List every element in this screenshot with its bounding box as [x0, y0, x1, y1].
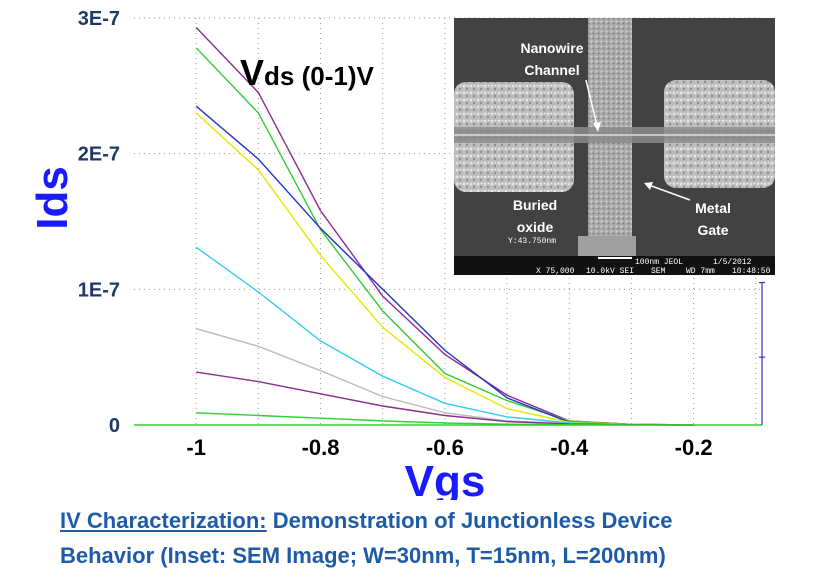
- inset-label-buried-oxide: Buried oxide: [513, 197, 557, 235]
- caption-line-2: Behavior (Inset: SEM Image; W=30nm, T=15…: [60, 543, 666, 568]
- vds-annotation-range: (0-1)V: [294, 61, 374, 91]
- x-tick-label: -0.4: [550, 435, 589, 460]
- x-tick-labels: -1 -0.8 -0.6 -0.4 -0.2: [186, 435, 712, 460]
- caption-heading: IV Characterization:: [60, 508, 267, 533]
- inset-label-metal-gate: Metal Gate: [695, 200, 731, 238]
- caption-line-1: IV Characterization: Demonstration of Ju…: [60, 503, 836, 538]
- inset-kv: 10.0kV SEI: [586, 267, 634, 276]
- x-axis-label: Vgs: [405, 457, 486, 500]
- inset-scale: 100nm JEOL: [635, 258, 683, 267]
- x-tick-label: -0.6: [426, 435, 464, 460]
- chart-series: [195, 27, 694, 426]
- inset-date: 1/5/2012: [713, 258, 752, 267]
- inset-measure: Y:43.750nm: [508, 237, 556, 246]
- vds-annotation-sub: ds: [264, 61, 294, 91]
- iv-chart: 0 1E-7 2E-7 3E-7 -1 -0.8 -0.6 -0.4 -0.2 Ids Vgs…: [28, 8, 775, 500]
- y-tick-labels: 0 1E-7 2E-7 3E-7: [78, 8, 120, 437]
- y-tick-label: 2E-7: [78, 144, 120, 166]
- figure-caption: IV Characterization: Demonstration of Ju…: [60, 503, 836, 573]
- y-axis-label: Ids: [28, 166, 77, 230]
- y-tick-label: 3E-7: [78, 8, 120, 30]
- x-tick-label: -0.2: [675, 435, 713, 460]
- x-tick-label: -1: [186, 435, 206, 460]
- inset-time: 10:48:50: [732, 267, 771, 276]
- y-tick-label: 0: [109, 415, 120, 437]
- vds-annotation-v: V: [240, 52, 264, 93]
- series-line-8: [196, 412, 694, 426]
- inset-wd: WD 7mm: [686, 267, 715, 276]
- x-tick-label: -0.8: [302, 435, 340, 460]
- sem-inset-image: Nanowire Channel Buried oxide Metal Gate Y:…: [454, 18, 775, 276]
- caption-line-1-text: Demonstration of Junctionless Device: [266, 508, 673, 533]
- inset-label-nanowire: Nanowire Channel: [520, 40, 583, 78]
- vds-annotation: Vds (0-1)V: [240, 52, 374, 93]
- y-tick-label: 1E-7: [78, 279, 120, 301]
- inset-sem: SEM: [651, 267, 666, 276]
- inset-mag: X 75,000: [536, 267, 575, 276]
